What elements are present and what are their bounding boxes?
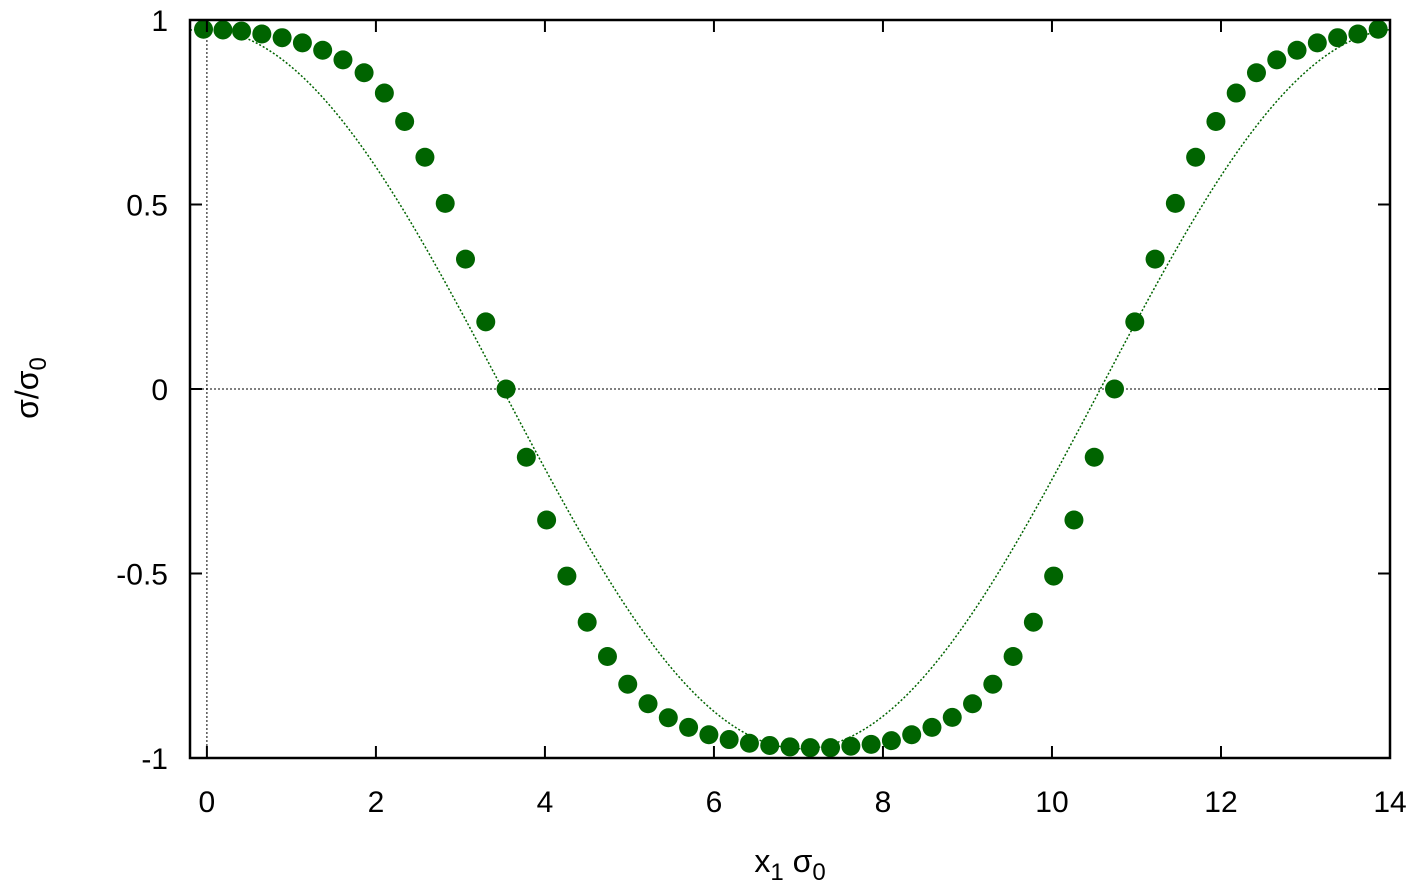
y-tick-label: 0.5: [126, 190, 168, 223]
data-point: [1226, 83, 1246, 103]
data-point: [1246, 63, 1266, 83]
data-point: [922, 717, 942, 737]
data-point: [194, 19, 214, 39]
data-point: [597, 647, 617, 667]
data-point: [1023, 612, 1043, 632]
data-point: [821, 738, 841, 758]
data-point: [1267, 50, 1287, 70]
data-point: [292, 33, 312, 53]
y-tick-label: 1: [151, 5, 168, 38]
model-curve-layer: [189, 28, 1391, 750]
data-point: [415, 147, 435, 167]
data-point: [719, 730, 739, 750]
x-tick-label: 4: [537, 786, 554, 819]
data-point: [313, 40, 333, 60]
data-point: [699, 725, 719, 745]
x-tick-label: 0: [199, 786, 216, 819]
data-point: [1125, 312, 1145, 332]
data-point: [1165, 193, 1185, 213]
data-point: [354, 63, 374, 83]
y-axis-label: σ/σ0: [9, 357, 52, 419]
data-point: [1348, 24, 1368, 44]
x-tick-label: 6: [706, 786, 723, 819]
data-point: [1368, 19, 1388, 39]
data-points-layer: [194, 19, 1388, 758]
data-point: [679, 717, 699, 737]
data-point: [1145, 249, 1165, 269]
x-tick-label: 8: [875, 786, 892, 819]
ticks-layer: [190, 19, 1391, 759]
data-point: [983, 674, 1003, 694]
data-point: [780, 737, 800, 757]
x-tick-label: 12: [1204, 786, 1237, 819]
y-tick-label: 0: [151, 374, 168, 407]
data-point: [374, 83, 394, 103]
data-point: [496, 379, 516, 399]
data-point: [800, 738, 820, 758]
data-point: [516, 447, 536, 467]
data-point: [395, 111, 415, 131]
data-point: [537, 510, 557, 530]
x-tick-label: 2: [368, 786, 385, 819]
data-point: [739, 733, 759, 753]
data-point: [272, 28, 292, 48]
data-point: [861, 734, 881, 754]
tick-labels-layer: 0 2 4 6 8 10 12 14 -1 -0.5 0 0.5 1: [116, 5, 1406, 819]
x-tick-label: 10: [1035, 786, 1068, 819]
zero-lines: [190, 20, 1390, 758]
data-point: [1206, 111, 1226, 131]
x-axis-label: x1 σ0: [754, 843, 825, 886]
data-point: [1044, 566, 1064, 586]
data-point: [942, 707, 962, 727]
data-point: [1003, 647, 1023, 667]
data-point: [841, 736, 861, 756]
x-tick-label: 14: [1373, 786, 1406, 819]
y-tick-label: -0.5: [116, 559, 168, 592]
data-point: [760, 735, 780, 755]
data-point: [1307, 33, 1327, 53]
data-point: [658, 708, 678, 728]
data-point: [1287, 40, 1307, 60]
data-point: [557, 566, 577, 586]
data-point: [881, 731, 901, 751]
data-point: [618, 674, 638, 694]
data-point: [1084, 447, 1104, 467]
data-point: [232, 21, 252, 41]
data-point: [476, 312, 496, 332]
data-point: [1328, 28, 1348, 48]
data-point: [252, 24, 272, 44]
data-point: [577, 612, 597, 632]
data-point: [963, 694, 983, 714]
y-tick-label: -1: [141, 743, 168, 776]
data-point: [1105, 379, 1125, 399]
data-point: [1186, 147, 1206, 167]
data-point: [1064, 510, 1084, 530]
data-point: [213, 20, 233, 40]
data-point: [333, 50, 353, 70]
model-curve: [189, 28, 1391, 750]
data-point: [638, 694, 658, 714]
data-point: [435, 193, 455, 213]
data-point: [455, 249, 475, 269]
data-point: [902, 725, 922, 745]
